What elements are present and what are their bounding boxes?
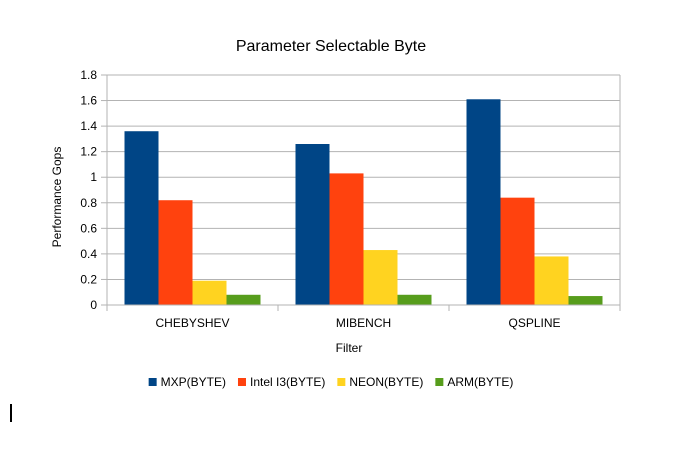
x-tick-label: MIBENCH [336,316,391,330]
legend-swatch [237,378,246,386]
legend: MXP(BYTE) Intel I3(BYTE) NEON(BYTE) ARM(BYT… [148,375,513,389]
legend-swatch [148,378,157,386]
x-axis-label: Filter [336,341,363,355]
y-tick-label: 0.6 [80,221,97,235]
chart-title: Parameter Selectable Byte [236,38,426,55]
bar-intel-i3-byte--qspline [500,197,535,305]
text-cursor [10,404,12,422]
y-tick-label: 0.8 [80,196,97,210]
tick-labels: 0 0.2 0.4 0.6 0.8 1 1.2 1.4 1.6 1.8 CHEBYSHEV MIBEN… [80,68,560,330]
y-tick-label: 0.2 [80,272,97,286]
y-axis-label: Performance Gops [50,147,64,248]
legend-label: NEON(BYTE) [349,375,423,389]
y-tick-label: 0.4 [80,247,97,261]
bar-intel-i3-byte--mibench [329,173,364,305]
legend-swatch [435,378,444,386]
bar-neon-byte--mibench [363,250,398,305]
bar-arm-byte--mibench [397,294,432,305]
x-tick-label: QSPLINE [508,316,560,330]
bars [124,99,603,306]
legend-label: MXP(BYTE) [161,375,226,389]
legend-label: Intel I3(BYTE) [250,375,325,389]
axes [101,74,621,311]
bar-intel-i3-byte--chebyshev [158,200,193,305]
bar-mxp-byte--mibench [295,144,330,305]
bar-mxp-byte--chebyshev [124,131,159,305]
y-tick-label: 0 [90,298,97,312]
legend-label: ARM(BYTE) [447,375,513,389]
legend-swatch [337,378,346,386]
x-tick-label: CHEBYSHEV [155,316,229,330]
bar-neon-byte--chebyshev [192,280,227,305]
y-tick-label: 1.2 [80,145,97,159]
bar-neon-byte--qspline [534,256,569,305]
y-tick-label: 1.8 [80,68,97,82]
y-tick-label: 1.6 [80,94,97,108]
bar-mxp-byte--qspline [466,99,501,306]
y-tick-label: 1 [90,170,97,184]
bar-arm-byte--chebyshev [226,294,261,305]
bar-arm-byte--qspline [568,296,603,305]
y-tick-label: 1.4 [80,119,97,133]
